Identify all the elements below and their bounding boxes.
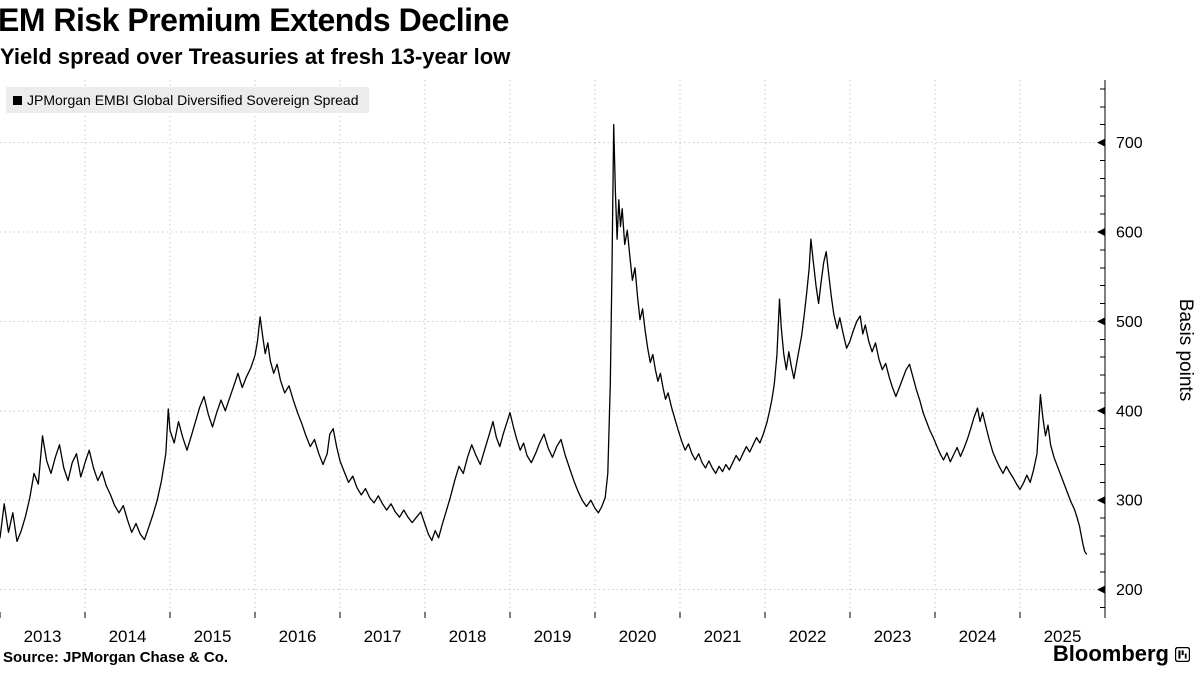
gridlines	[0, 80, 1105, 612]
series-line	[0, 124, 1087, 555]
y-tick-label: 400	[1116, 403, 1143, 420]
x-tick-label: 2025	[1044, 627, 1082, 646]
y-tick-label: 200	[1116, 582, 1143, 599]
bloomberg-logo: Bloomberg	[1053, 641, 1190, 667]
y-axis: 200 300 400 500 600 700 Basis points	[1097, 80, 1196, 612]
y-tick-arrow-icon	[1097, 138, 1105, 147]
x-tick-label: 2013	[24, 627, 62, 646]
legend: JPMorgan EMBI Global Diversified Soverei…	[6, 87, 369, 113]
x-tick-label: 2021	[704, 627, 742, 646]
x-tick-label: 2014	[109, 627, 147, 646]
x-axis: 2013 2014 2015 2016 2017 2018 2019 2020 2021 2022…	[0, 612, 1106, 646]
y-axis-title: Basis points	[1175, 299, 1196, 401]
x-tick-label: 2017	[364, 627, 402, 646]
x-tick-label: 2018	[449, 627, 487, 646]
y-tick-arrow-icon	[1097, 317, 1105, 326]
source-text: Source: JPMorgan Chase & Co.	[3, 649, 229, 666]
x-tick-label: 2016	[279, 627, 317, 646]
x-tick-label: 2022	[789, 627, 827, 646]
y-tick-label: 700	[1116, 135, 1143, 152]
x-tick-label: 2015	[194, 627, 232, 646]
legend-marker-icon	[13, 95, 22, 105]
y-tick-label: 300	[1116, 493, 1143, 510]
x-tick-label: 2023	[874, 627, 912, 646]
bloomberg-mark-icon	[1175, 646, 1190, 662]
x-tick-label: 2019	[534, 627, 572, 646]
chart-subtitle: Yield spread over Treasuries at fresh 13…	[0, 44, 511, 69]
y-tick-label: 500	[1116, 314, 1143, 331]
legend-label: JPMorgan EMBI Global Diversified Soverei…	[27, 92, 359, 108]
chart-title: EM Risk Premium Extends Decline	[0, 2, 509, 38]
x-tick-label: 2024	[959, 627, 997, 646]
y-tick-arrow-icon	[1097, 585, 1105, 594]
y-tick-arrow-icon	[1097, 228, 1105, 236]
x-tick-label: 2020	[619, 627, 657, 646]
y-tick-arrow-icon	[1097, 406, 1105, 415]
bloomberg-wordmark: Bloomberg	[1052, 641, 1169, 666]
y-tick-label: 600	[1116, 225, 1143, 242]
y-tick-arrow-icon	[1097, 496, 1105, 505]
